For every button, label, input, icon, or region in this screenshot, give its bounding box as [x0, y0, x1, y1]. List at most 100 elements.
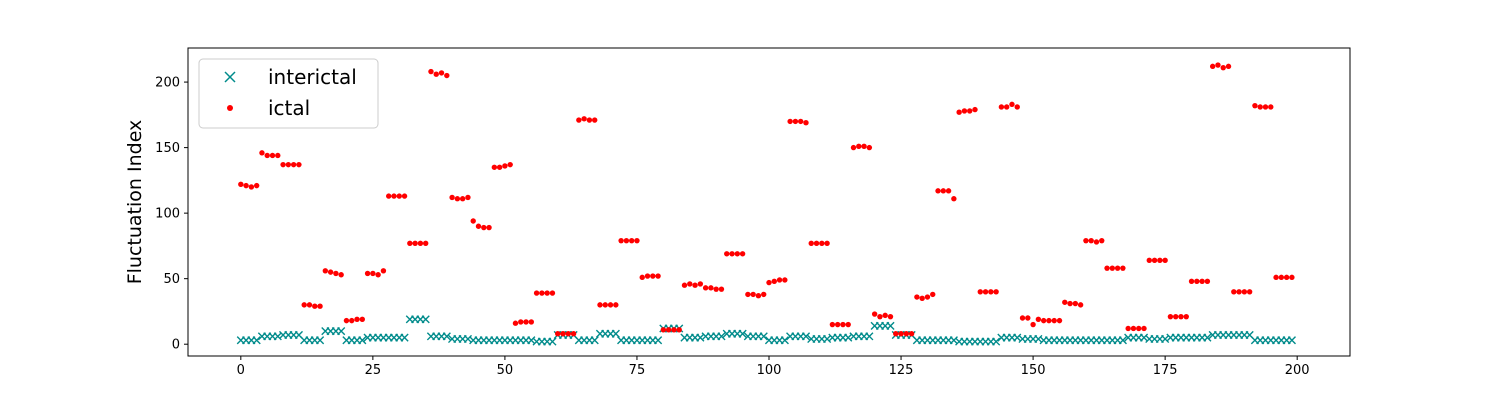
- ictal-point-111: [824, 240, 830, 246]
- ictal-point-137: [961, 108, 968, 114]
- ictal-point-174: [1157, 257, 1163, 264]
- ictal-point-177: [1173, 313, 1179, 320]
- y-tick-label-0: 0: [172, 338, 180, 353]
- ictal-point-63: [570, 331, 577, 337]
- ictal-point-136: [956, 109, 962, 115]
- ictal-point-3: [253, 182, 260, 189]
- ictal-point-155: [1056, 317, 1063, 324]
- ictal-point-26: [375, 272, 381, 278]
- series-ictal: [238, 62, 1295, 337]
- legend: interictal ictal: [198, 58, 379, 129]
- ictal-point-123: [887, 313, 894, 320]
- ictal-point-181: [1194, 278, 1200, 284]
- ictal-point-45: [475, 223, 482, 229]
- ictal-point-182: [1199, 278, 1205, 284]
- ictal-point-114: [840, 321, 846, 328]
- ictal-point-175: [1162, 257, 1168, 264]
- ictal-point-195: [1268, 104, 1274, 110]
- ictal-point-18: [333, 270, 339, 277]
- ictal-point-107: [803, 120, 809, 126]
- interictal-point-31: [400, 333, 409, 342]
- ictal-point-170: [1136, 325, 1142, 332]
- x-tick-label-1: 25: [365, 363, 382, 378]
- ictal-point-47: [486, 224, 492, 231]
- legend-box: [198, 58, 379, 129]
- ictal-point-131: [930, 291, 936, 298]
- y-tick-label-3: 150: [155, 141, 180, 156]
- ictal-point-99: [761, 291, 767, 298]
- ictal-point-34: [417, 240, 424, 246]
- ictal-point-37: [433, 71, 439, 77]
- ictal-point-56: [533, 290, 540, 296]
- ictal-point-74: [628, 237, 635, 244]
- x-tick-label-7: 175: [1153, 363, 1178, 378]
- ictal-point-102: [776, 277, 783, 283]
- ictal-point-21: [349, 317, 355, 324]
- ictal-point-77: [644, 273, 651, 279]
- ictal-point-126: [903, 331, 910, 337]
- ictal-point-8: [280, 161, 286, 168]
- ictal-point-122: [882, 312, 888, 319]
- ictal-point-179: [1183, 313, 1189, 320]
- ictal-point-152: [1040, 317, 1047, 324]
- interictal-point-183: [1203, 333, 1212, 342]
- ictal-point-160: [1083, 237, 1089, 244]
- ictal-point-2: [248, 184, 255, 190]
- ictal-point-171: [1141, 325, 1147, 332]
- interictal-point-91: [717, 332, 726, 341]
- interictal-point-59: [548, 337, 557, 346]
- ictal-point-109: [813, 240, 820, 246]
- x-tick-label-4: 100: [757, 363, 782, 378]
- ictal-point-197: [1278, 274, 1285, 281]
- y-tick-label-1: 50: [163, 272, 180, 287]
- ictal-point-134: [945, 188, 952, 194]
- ictal-point-100: [766, 279, 772, 286]
- interictal-point-79: [653, 336, 663, 345]
- interictal-point-143: [992, 337, 1001, 346]
- ictal-point-151: [1035, 316, 1042, 323]
- ictal-point-185: [1215, 62, 1221, 68]
- ictal-point-199: [1289, 274, 1295, 281]
- ictal-point-71: [613, 302, 619, 308]
- ictal-point-167: [1120, 265, 1126, 271]
- ictal-point-7: [275, 152, 281, 159]
- legend-marker-ictal: [227, 105, 233, 111]
- ictal-point-48: [491, 164, 498, 170]
- ictal-point-194: [1262, 104, 1269, 110]
- ictal-point-144: [998, 104, 1005, 110]
- ictal-point-129: [919, 295, 925, 302]
- ictal-point-164: [1104, 265, 1110, 271]
- ictal-point-110: [819, 240, 825, 246]
- ictal-point-28: [386, 193, 392, 199]
- ictal-point-0: [238, 181, 244, 188]
- ictal-point-95: [739, 251, 746, 257]
- ictal-point-141: [982, 289, 989, 295]
- interictal-point-135: [949, 336, 958, 345]
- interictal-point-123: [886, 321, 895, 330]
- ictal-point-128: [914, 294, 920, 300]
- ictal-point-91: [718, 286, 725, 292]
- ictal-point-169: [1130, 325, 1137, 332]
- ictal-point-124: [893, 331, 899, 337]
- ictal-point-104: [787, 118, 793, 125]
- ictal-point-178: [1178, 313, 1184, 320]
- ictal-point-17: [327, 269, 334, 275]
- ictal-point-120: [871, 311, 878, 317]
- interictal-point-103: [780, 336, 789, 345]
- ictal-point-42: [459, 196, 466, 202]
- x-tick-label-5: 125: [889, 363, 914, 378]
- ictal-point-196: [1273, 274, 1279, 281]
- ictal-point-76: [639, 274, 645, 281]
- ictal-point-50: [502, 163, 508, 169]
- interictal-point-99: [759, 332, 768, 341]
- ictal-point-85: [687, 281, 693, 287]
- ictal-point-27: [380, 268, 387, 274]
- ictal-point-81: [665, 327, 672, 333]
- ictal-point-29: [391, 193, 397, 199]
- ictal-point-190: [1241, 289, 1248, 295]
- ictal-point-35: [422, 240, 429, 246]
- ictal-point-189: [1236, 289, 1242, 295]
- ictal-point-62: [565, 331, 571, 337]
- ictal-point-191: [1246, 289, 1253, 295]
